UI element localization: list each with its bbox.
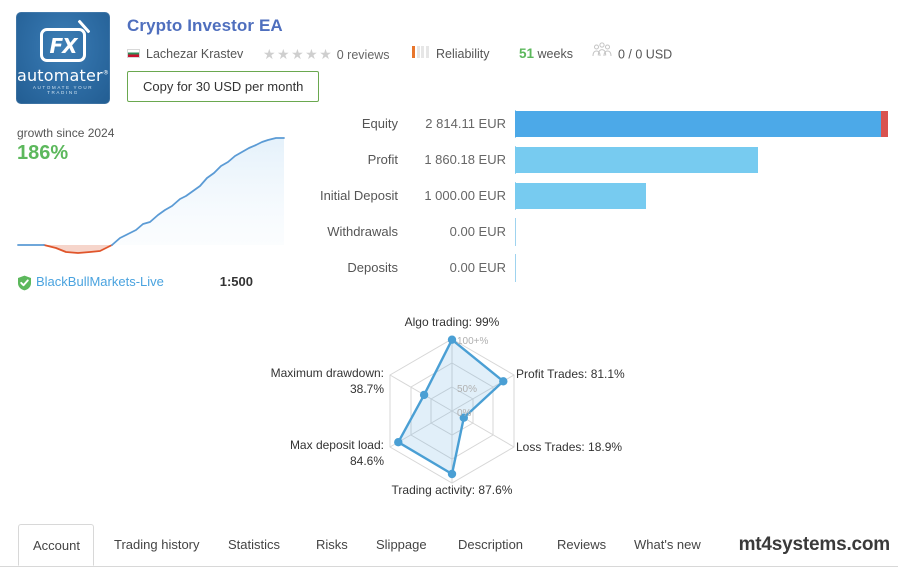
radar-ring-label-0: 0% bbox=[457, 408, 472, 419]
stat-label: Profit bbox=[367, 152, 398, 167]
shield-check-icon bbox=[17, 275, 32, 296]
copies-value: 0 / 0 USD bbox=[618, 47, 673, 62]
bulgaria-flag-icon bbox=[127, 49, 140, 59]
radar-label-trading-activity: Trading activity: 87.6% bbox=[391, 483, 513, 497]
rating-block[interactable]: ★★★★★ 0 reviews bbox=[263, 44, 390, 64]
logo-tagline: AUTOMATE YOUR TRADING bbox=[32, 85, 94, 95]
stat-value: 1 860.18 EUR bbox=[424, 152, 506, 167]
tab-trading-history[interactable]: Trading history bbox=[114, 537, 200, 552]
tab-bar: Account Trading history Statistics Risks… bbox=[0, 524, 898, 567]
stat-bar-track bbox=[515, 144, 898, 176]
tab-reviews[interactable]: Reviews bbox=[557, 537, 607, 552]
performance-radar-chart: 100+% 50% 0% Algo trading: 99% Profit Tr… bbox=[250, 308, 670, 508]
radar-label-profit-trades: Profit Trades: 81.1% bbox=[516, 367, 625, 381]
tab-slippage[interactable]: Slippage bbox=[376, 537, 427, 552]
stat-bar-track bbox=[515, 180, 898, 212]
leverage-value: 1:500 bbox=[219, 274, 253, 289]
weeks-label: weeks bbox=[537, 47, 573, 61]
tab-account[interactable]: Account bbox=[18, 524, 94, 566]
stat-bar-track bbox=[515, 108, 898, 140]
radar-svg: 100+% 50% 0% bbox=[389, 335, 515, 484]
stat-label: Initial Deposit bbox=[319, 188, 398, 203]
tab-risks[interactable]: Risks bbox=[316, 537, 348, 552]
reliability-label: Reliability bbox=[436, 47, 490, 61]
stat-row-profit: Profit 1 860.18 EUR bbox=[300, 144, 898, 176]
stat-label: Equity bbox=[361, 116, 398, 131]
people-group-icon bbox=[592, 42, 612, 64]
author-block[interactable]: Lachezar Krastev bbox=[127, 44, 243, 64]
age-block: 51 weeks bbox=[519, 44, 573, 64]
growth-chart: growth since 2024 186% bbox=[0, 112, 300, 272]
stat-row-withdrawals: Withdrawals 0.00 EUR bbox=[300, 216, 898, 248]
stat-row-deposits: Deposits 0.00 EUR bbox=[300, 252, 898, 284]
stat-bar-fill bbox=[515, 147, 758, 173]
reliability-block: Reliability bbox=[412, 44, 490, 64]
stat-value: 1 000.00 EUR bbox=[424, 188, 506, 203]
site-watermark: mt4systems.com bbox=[738, 534, 891, 555]
stat-bar-fill bbox=[515, 183, 646, 209]
fx-mark-icon: FX bbox=[40, 28, 86, 62]
reviews-count: 0 reviews bbox=[336, 48, 390, 62]
header: FX automater® AUTOMATE YOUR TRADING Cryp… bbox=[0, 0, 898, 108]
copy-subscribe-button[interactable]: Copy for 30 USD per month bbox=[127, 71, 320, 102]
radar-ring-label-50: 50% bbox=[457, 384, 477, 395]
radar-data-points bbox=[394, 335, 508, 479]
radar-label-maximum-drawdown-value: 38.7% bbox=[349, 382, 384, 396]
copies-block: 0 / 0 USD bbox=[592, 42, 673, 64]
growth-value: 186% bbox=[17, 142, 69, 164]
broker-link[interactable]: BlackBullMarkets-Live bbox=[36, 274, 164, 289]
radar-label-max-deposit-load-value: 84.6% bbox=[349, 454, 384, 468]
stat-value: 2 814.11 EUR bbox=[425, 116, 506, 131]
growth-label: growth since 2024 bbox=[17, 126, 115, 140]
radar-label-max-deposit-load: Max deposit load: bbox=[289, 438, 384, 452]
tab-statistics[interactable]: Statistics bbox=[228, 537, 281, 552]
broker-row: BlackBullMarkets-Live 1:500 bbox=[0, 272, 300, 296]
weeks-value: 51 bbox=[519, 46, 535, 61]
tab-description[interactable]: Description bbox=[458, 537, 524, 552]
stat-bar-fill bbox=[515, 111, 881, 137]
stat-value: 0.00 EUR bbox=[449, 224, 506, 239]
stat-value: 0.00 EUR bbox=[449, 260, 506, 275]
account-stats: Equity 2 814.11 EUR Profit 1 860.18 EUR … bbox=[300, 108, 898, 282]
logo-mark-text: FX bbox=[49, 34, 77, 58]
fxautomater-logo: FX automater® AUTOMATE YOUR TRADING bbox=[16, 12, 110, 104]
page-title: Crypto Investor EA bbox=[127, 16, 283, 35]
stat-bar-track bbox=[515, 252, 898, 284]
radar-label-maximum-drawdown: Maximum drawdown: bbox=[270, 366, 384, 380]
stat-bar-track bbox=[515, 216, 898, 248]
stat-label: Deposits bbox=[347, 260, 398, 275]
radar-label-loss-trades: Loss Trades: 18.9% bbox=[516, 440, 623, 454]
stat-bar-baseline bbox=[515, 218, 516, 246]
star-rating-icon: ★★★★★ bbox=[263, 46, 334, 62]
stat-bar-negative bbox=[881, 111, 888, 137]
stat-bar-baseline bbox=[515, 254, 516, 282]
logo-brand-text: automater® bbox=[16, 66, 110, 85]
reliability-bars-icon bbox=[412, 44, 430, 64]
stat-row-initial-deposit: Initial Deposit 1 000.00 EUR bbox=[300, 180, 898, 212]
radar-label-algo-trading: Algo trading: 99% bbox=[404, 315, 500, 329]
stat-row-equity: Equity 2 814.11 EUR bbox=[300, 108, 898, 140]
tab-whats-new[interactable]: What's new bbox=[634, 537, 701, 552]
author-name: Lachezar Krastev bbox=[146, 47, 244, 61]
radar-ring-label-100: 100+% bbox=[457, 336, 489, 347]
stat-label: Withdrawals bbox=[327, 224, 398, 239]
growth-sparkline bbox=[17, 137, 285, 254]
